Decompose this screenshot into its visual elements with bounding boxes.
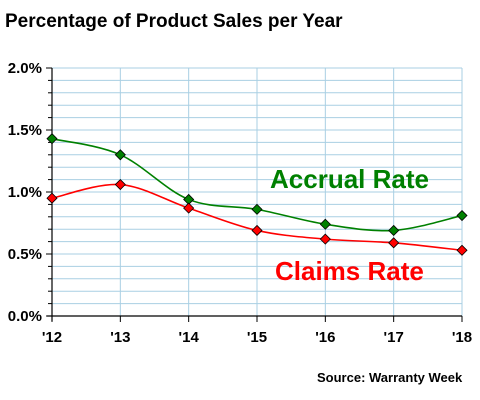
x-tick-label: '12 [42,329,62,346]
x-tick-label: '17 [384,329,404,346]
series-markers [46,133,468,256]
chart-title: Percentage of Product Sales per Year [5,11,343,32]
data-point-marker [114,149,126,161]
y-tick-label: 2.0% [8,60,42,77]
y-axis-ticks: 0.0% 0.5% 1.0% 1.5% 2.0% [8,60,42,325]
data-point-marker [319,233,331,245]
x-tick-label: '15 [247,329,267,346]
series-label-accrual-rate: Accrual Rate [270,164,429,194]
y-tick-label: 0.5% [8,246,42,263]
data-point-marker [46,133,58,145]
x-tick-label: '18 [452,329,472,346]
data-point-marker [114,178,126,191]
data-point-marker [388,237,400,249]
y-tick-label: 1.5% [8,122,42,139]
x-axis-ticks: '12 '13 '14 '15 '16 '17 '18 [42,329,472,346]
y-tick-label: 1.0% [8,184,42,201]
data-point-marker [46,192,58,204]
data-point-marker [251,203,263,215]
data-point-marker [456,209,468,222]
series-label-claims-rate: Claims Rate [275,256,424,286]
y-tick-label: 0.0% [8,308,42,325]
data-point-marker [251,224,263,237]
data-point-marker [319,218,331,230]
x-tick-label: '14 [179,329,200,346]
source-note: Source: Warranty Week [317,370,463,385]
x-tick-label: '13 [110,329,130,346]
data-point-marker [183,202,195,214]
data-point-marker [456,244,468,256]
x-tick-label: '16 [315,329,335,346]
data-point-marker [388,224,400,237]
